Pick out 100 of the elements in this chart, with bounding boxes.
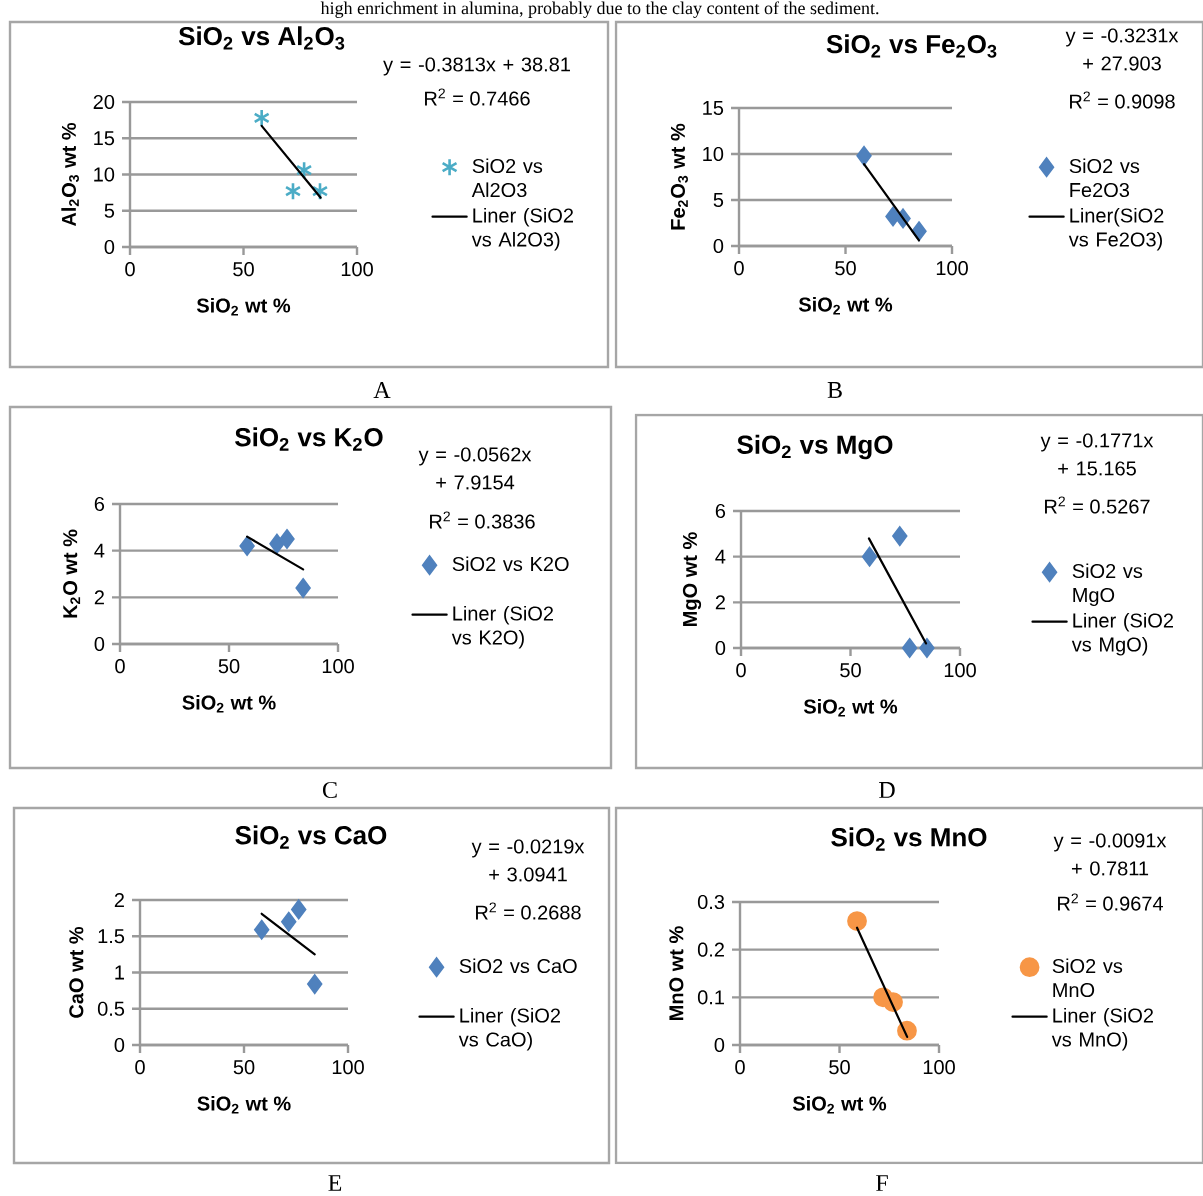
x-tick-label: 0	[734, 261, 744, 276]
text: y = -0.0091x + 0.7811	[1053, 833, 1167, 876]
y-tick-label: 1	[115, 965, 124, 980]
x-tick-label: 0	[736, 663, 746, 678]
y-tick-label: 0	[715, 640, 726, 656]
y-axis-title: K$_{2}$O wt %	[63, 529, 81, 618]
legend-label: Liner (SiO2 vs MnO)	[1051, 1007, 1154, 1051]
x-axis-title: SiO$_{2}$ wt %	[197, 1095, 291, 1114]
x-tick-label: 0	[735, 1060, 745, 1075]
x-axis-title: SiO$_{2}$ wt %	[182, 694, 276, 713]
point	[307, 974, 323, 994]
chart-title: SiO$_{2}$ vs Fe$_{2}$O$_{3}$	[826, 34, 997, 58]
x-axis-title: SiO$_{2}$ wt %	[196, 297, 291, 316]
point	[919, 638, 935, 658]
text: B	[827, 382, 842, 398]
legend-label: Liner(SiO2 vs Fe2O3)	[1068, 207, 1164, 251]
x-axis-title: SiO$_{2}$ wt %	[803, 698, 898, 717]
text: R$^{2}$ = 0.2688	[476, 902, 581, 920]
y-axis-title: CaO wt %	[69, 926, 84, 1018]
text: R$^{2}$ = 0.3836	[430, 511, 535, 529]
text: y = -0.3813x + 38.81	[383, 57, 570, 76]
point	[279, 529, 295, 549]
legend-label: SiO2 vs CaO	[459, 958, 577, 974]
text: high enrichment in alumina, probably due to the clay content of the sediment.	[320, 1, 879, 18]
y-tick-label: 1.5	[98, 929, 125, 944]
y-tick-label: 5	[713, 193, 724, 207]
y-tick-label: 0	[713, 238, 724, 254]
point	[291, 899, 307, 920]
point	[902, 638, 918, 658]
point	[295, 578, 311, 598]
x-tick-label: 0	[125, 262, 135, 277]
x-tick-label: 50	[835, 261, 856, 276]
chart-title: SiO$_{2}$ vs K$_{2}$O	[235, 427, 383, 451]
chart-title: SiO$_{2}$ vs MgO	[737, 434, 893, 460]
y-axis-title: MnO wt %	[669, 926, 684, 1020]
x-tick-label: 0	[135, 1060, 145, 1075]
y-tick-label: 0.3	[697, 894, 725, 910]
y-axis-title: MgO wt %	[682, 532, 702, 626]
x-axis-title: SiO$_{2}$ wt %	[792, 1095, 887, 1114]
point	[856, 146, 872, 166]
y-tick-label: 0	[104, 239, 115, 255]
chart-title: SiO$_{2}$ vs CaO	[235, 825, 387, 849]
y-tick-label: 2	[715, 595, 725, 610]
y-tick-label: 2	[94, 590, 104, 605]
legend-label: SiO2 vs MnO	[1052, 958, 1123, 998]
text: y = -0.0562x + 7.9154	[418, 447, 532, 490]
legend-label: Liner (SiO2 vs MgO)	[1071, 612, 1173, 656]
x-axis-title: SiO$_{2}$ wt %	[798, 296, 893, 315]
text: A	[373, 382, 391, 398]
legend-label: SiO2 vs Al2O3	[471, 158, 543, 198]
x-tick-label: 100	[332, 1060, 364, 1075]
point	[239, 536, 255, 556]
y-tick-label: 15	[703, 101, 724, 115]
point	[269, 533, 285, 554]
x-tick-label: 50	[233, 262, 254, 277]
x-tick-label: 100	[936, 261, 968, 276]
legend-label: Liner (SiO2 vs K2O)	[451, 605, 553, 649]
point	[847, 911, 867, 931]
y-tick-label: 6	[715, 503, 726, 519]
x-tick-label: 100	[923, 1060, 955, 1075]
text: y = -0.3231x + 27.903	[1065, 28, 1179, 71]
y-tick-label: 2	[114, 893, 124, 907]
y-tick-label: 6	[94, 496, 105, 512]
point	[284, 181, 302, 201]
legend-label: Liner (SiO2 vs Al2O3)	[471, 207, 573, 251]
text: R$^{2}$ = 0.9674	[1058, 893, 1163, 911]
y-tick-label: 0.2	[697, 942, 724, 957]
x-tick-label: 100	[341, 262, 373, 277]
y-axis-title: Fe$_{2}$O$_{3}$ wt %	[670, 123, 688, 230]
y-tick-label: 5	[104, 203, 115, 218]
chart-title: SiO$_{2}$ vs Al$_{2}$O$_{3}$	[178, 26, 345, 50]
legend-label: SiO2 vs MgO	[1072, 563, 1143, 607]
y-tick-label: 20	[93, 94, 115, 110]
x-tick-label: 50	[829, 1060, 850, 1075]
text: R$^{2}$ = 0.5267	[1045, 496, 1150, 514]
y-tick-label: 0.1	[697, 990, 724, 1005]
x-tick-label: 100	[322, 659, 354, 674]
y-tick-label: 4	[94, 543, 105, 558]
y-tick-label: 0	[714, 1037, 725, 1053]
x-tick-label: 50	[233, 1060, 255, 1075]
point	[892, 526, 908, 546]
point	[253, 108, 270, 128]
text: D	[879, 782, 895, 798]
point	[861, 546, 878, 567]
x-tick-label: 100	[944, 663, 976, 678]
y-tick-label: 10	[703, 146, 724, 162]
text: F	[876, 1175, 888, 1191]
text: R$^{2}$ = 0.9098	[1070, 91, 1175, 109]
text: E	[328, 1175, 342, 1191]
y-axis-title: Al$_{2}$O$_{3}$ wt %	[61, 122, 79, 227]
point	[254, 920, 270, 940]
y-tick-label: 0.5	[97, 1001, 125, 1016]
legend-label: SiO2 vs K2O	[452, 556, 569, 572]
text: y = -0.1771x + 15.165	[1040, 433, 1154, 476]
y-tick-label: 15	[94, 131, 115, 146]
text: C	[322, 781, 337, 799]
legend-label: Liner (SiO2 vs CaO)	[458, 1007, 560, 1051]
text: y = -0.0219x + 3.0941	[471, 839, 585, 882]
chart-title: SiO$_{2}$ vs MnO	[831, 827, 987, 851]
y-tick-label: 4	[715, 549, 726, 564]
